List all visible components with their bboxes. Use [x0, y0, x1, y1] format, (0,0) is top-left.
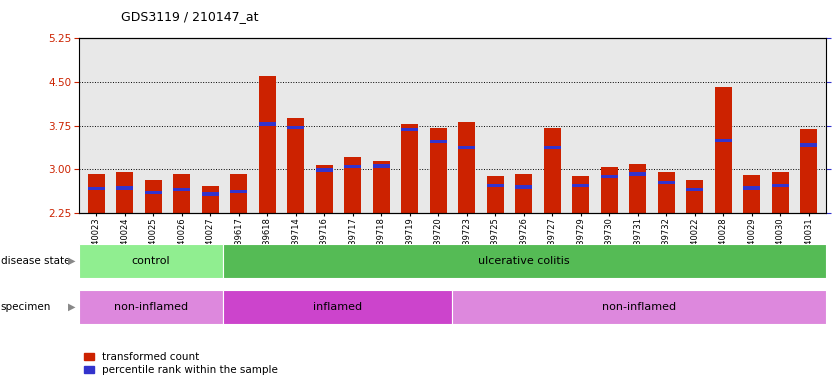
Bar [259, 122, 276, 126]
Bar [401, 128, 419, 131]
Bar [316, 165, 333, 213]
Bar [316, 169, 333, 172]
Bar [657, 172, 675, 213]
Bar [544, 146, 560, 149]
Bar [145, 180, 162, 213]
Bar [771, 184, 789, 187]
Text: inflamed: inflamed [313, 302, 362, 312]
Bar [79, 244, 223, 278]
Bar [344, 157, 361, 213]
Bar [515, 185, 532, 189]
Bar [344, 165, 361, 168]
Bar [230, 174, 248, 213]
Bar [79, 290, 223, 324]
Bar [715, 139, 731, 142]
Text: ▶: ▶ [68, 256, 75, 266]
Bar [287, 126, 304, 129]
Bar [572, 176, 589, 213]
Legend: transformed count, percentile rank within the sample: transformed count, percentile rank withi… [84, 352, 278, 375]
Bar [88, 174, 105, 213]
Text: non-inflamed: non-inflamed [114, 302, 188, 312]
Bar [629, 164, 646, 213]
Bar [223, 244, 826, 278]
Bar [145, 191, 162, 194]
Bar [373, 164, 389, 167]
Text: ulcerative colitis: ulcerative colitis [479, 256, 570, 266]
Text: ▶: ▶ [68, 302, 75, 312]
Bar [458, 146, 475, 149]
Bar [230, 190, 248, 193]
Bar [202, 192, 219, 195]
Bar [430, 140, 447, 143]
Bar [629, 172, 646, 176]
Bar [572, 184, 589, 187]
Bar [657, 180, 675, 184]
Bar [686, 188, 703, 192]
Bar [88, 187, 105, 190]
Bar [544, 127, 560, 213]
Bar [800, 143, 817, 147]
Text: specimen: specimen [1, 302, 51, 312]
Bar [715, 87, 731, 213]
Bar [116, 172, 133, 213]
Bar [486, 176, 504, 213]
Bar [743, 187, 760, 190]
Bar [515, 174, 532, 213]
Text: control: control [132, 256, 170, 266]
Text: GDS3119 / 210147_at: GDS3119 / 210147_at [121, 10, 259, 23]
Bar [401, 124, 419, 213]
Bar [173, 174, 190, 213]
Bar [116, 187, 133, 190]
Bar [452, 290, 826, 324]
Bar [287, 118, 304, 213]
Bar [202, 186, 219, 213]
Text: non-inflamed: non-inflamed [602, 302, 676, 312]
Bar [743, 175, 760, 213]
Bar [686, 180, 703, 213]
Bar [771, 172, 789, 213]
Bar [430, 127, 447, 213]
Bar [600, 175, 618, 178]
Bar [173, 188, 190, 192]
Bar [458, 122, 475, 213]
Bar [800, 129, 817, 213]
Text: disease state: disease state [1, 256, 70, 266]
Bar [373, 161, 389, 213]
Bar [259, 76, 276, 213]
Bar [600, 167, 618, 213]
Bar [486, 184, 504, 187]
Bar [223, 290, 452, 324]
